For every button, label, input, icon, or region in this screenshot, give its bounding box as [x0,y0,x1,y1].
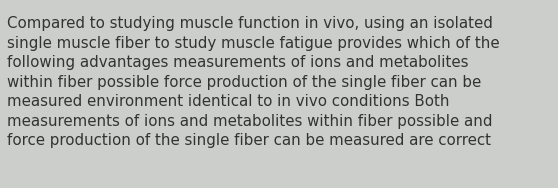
Text: Compared to studying muscle function in vivo, using an isolated
single muscle fi: Compared to studying muscle function in … [7,16,499,148]
